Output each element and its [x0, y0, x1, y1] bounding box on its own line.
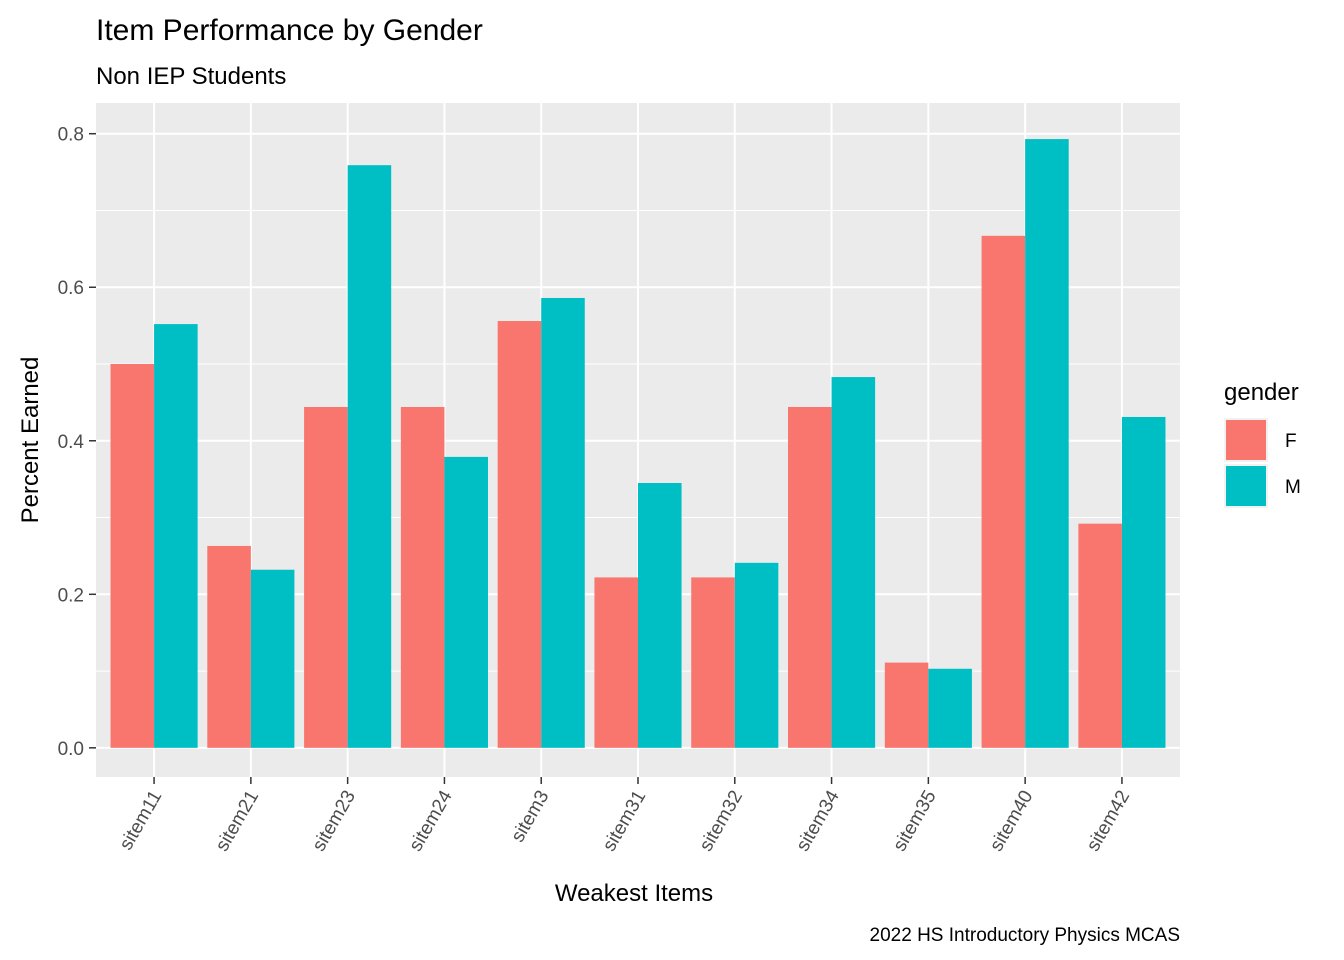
bar-f-sitem35 [884, 662, 929, 748]
legend-swatch-f [1226, 420, 1266, 460]
x-tick-label: sitem3 [507, 787, 553, 846]
x-tick-label: sitem42 [1083, 787, 1134, 855]
bar-m-sitem40 [1025, 139, 1069, 748]
bar-f-sitem32 [691, 577, 735, 748]
bar-m-sitem21 [250, 569, 295, 748]
bar-f-sitem24 [400, 406, 445, 748]
x-axis-label: Weakest Items [555, 880, 713, 907]
bar-m-sitem32 [734, 562, 779, 748]
x-tick-label: sitem35 [889, 787, 940, 855]
bar-m-sitem23 [347, 165, 392, 748]
chart-subtitle: Non IEP Students [96, 63, 286, 90]
x-tick-label: sitem11 [116, 787, 167, 854]
bars [110, 139, 1166, 748]
x-tick-label: sitem32 [696, 787, 747, 855]
x-tick-label: sitem24 [405, 787, 457, 855]
legend-label-m: M [1285, 477, 1301, 498]
bar-f-sitem42 [1078, 523, 1122, 748]
bar-f-sitem23 [304, 406, 348, 748]
bar-m-sitem11 [154, 324, 198, 748]
y-axis: 0.0 0.2 0.4 0.6 0.8 [58, 125, 96, 760]
bar-m-sitem35 [928, 668, 972, 748]
bar-f-sitem40 [981, 235, 1026, 748]
y-tick-label: 0.0 [58, 739, 84, 760]
bar-f-sitem11 [110, 364, 155, 748]
legend-swatch-m [1226, 466, 1266, 506]
y-tick-label: 0.4 [58, 432, 85, 453]
bar-m-sitem3 [541, 297, 585, 748]
legend-title: gender [1224, 379, 1299, 406]
bar-f-sitem34 [788, 406, 832, 748]
y-axis-label: Percent Earned [17, 357, 44, 524]
bar-m-sitem42 [1121, 416, 1166, 748]
bar-f-sitem3 [497, 321, 542, 748]
chart-title: Item Performance by Gender [96, 14, 483, 47]
chart-caption: 2022 HS Introductory Physics MCAS [870, 925, 1180, 946]
y-tick-label: 0.2 [58, 585, 84, 606]
x-tick-label: sitem31 [599, 787, 650, 855]
legend: gender F M [1224, 379, 1301, 508]
bar-f-sitem21 [207, 545, 251, 748]
bar-m-sitem34 [831, 377, 876, 748]
x-axis: sitem11 sitem21 sitem23 sitem24 sitem3 sitem3… [116, 777, 1134, 855]
bar-f-sitem31 [594, 577, 638, 748]
y-tick-label: 0.8 [58, 125, 84, 146]
legend-label-f: F [1285, 431, 1297, 452]
bar-m-sitem31 [638, 482, 682, 748]
y-tick-label: 0.6 [58, 278, 84, 299]
x-tick-label: sitem21 [212, 787, 263, 855]
x-tick-label: sitem23 [309, 787, 360, 855]
x-tick-label: sitem40 [986, 787, 1037, 855]
x-tick-label: sitem34 [792, 787, 844, 855]
bar-m-sitem24 [444, 456, 488, 748]
